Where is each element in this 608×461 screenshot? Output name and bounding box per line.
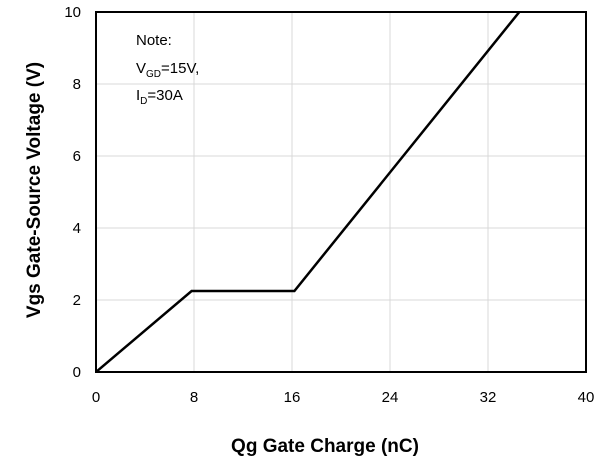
x-tick-label: 16 — [284, 389, 301, 406]
x-tick-label: 0 — [92, 389, 100, 406]
note-id-main: I — [136, 87, 140, 104]
x-tick-label: 32 — [480, 389, 497, 406]
x-tick-label: 40 — [578, 389, 595, 406]
y-tick-label: 10 — [64, 4, 81, 21]
series-line — [96, 12, 521, 372]
x-tick-label: 8 — [190, 389, 198, 406]
y-tick-label: 8 — [73, 76, 81, 93]
y-tick-label: 4 — [73, 220, 81, 237]
grid-lines — [96, 12, 586, 372]
x-axis-title: Qg Gate Charge (nC) — [231, 436, 419, 457]
x-tick-label: 24 — [382, 389, 399, 406]
y-tick-label: 0 — [73, 364, 81, 381]
note-title: Note: — [136, 32, 172, 49]
note-line-vgd: VGD=15V, — [136, 60, 199, 80]
note-id-rest: =30A — [147, 87, 182, 104]
note-id-sub: D — [140, 96, 147, 107]
note-vgd-rest: =15V, — [161, 60, 199, 77]
y-tick-label: 2 — [73, 292, 81, 309]
x-tick-labels: 0 8 16 24 32 40 — [92, 389, 595, 406]
note-line-id: ID=30A — [136, 87, 183, 107]
y-axis-title: Vgs Gate-Source Voltage (V) — [24, 62, 45, 318]
note-vgd-sub: GD — [146, 69, 161, 80]
y-tick-label: 6 — [73, 148, 81, 165]
plot-frame — [95, 11, 587, 373]
y-tick-labels: 0 2 4 6 8 10 — [64, 4, 81, 381]
note-vgd-main: V — [136, 60, 146, 77]
